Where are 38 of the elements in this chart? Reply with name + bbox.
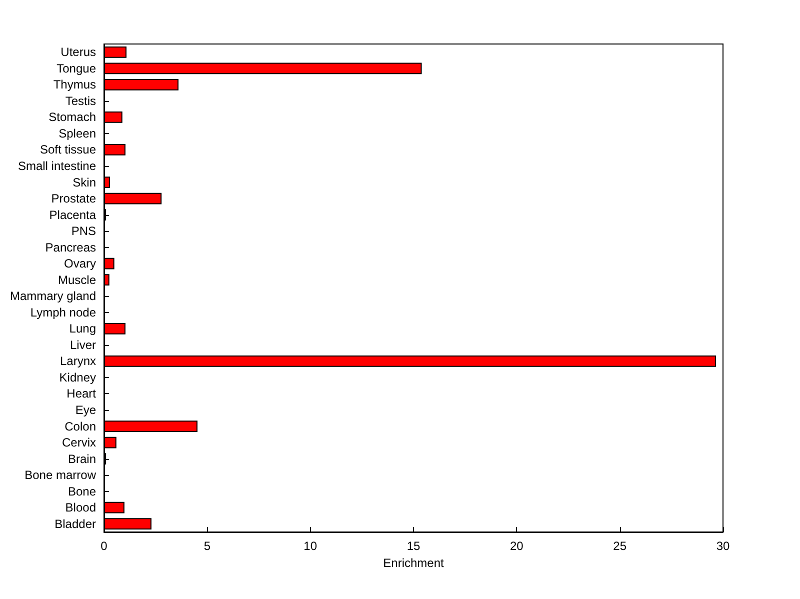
x-tick-label: 25: [613, 539, 627, 553]
y-tick-label: Muscle: [58, 272, 96, 287]
x-tick-label: 20: [510, 539, 524, 553]
y-tick-label: Soft tissue: [40, 142, 96, 157]
y-tick-label: Thymus: [53, 78, 96, 92]
y-tick-label: Bladder: [54, 516, 96, 531]
y-tick-label: Larynx: [60, 354, 96, 368]
y-tick-label: Lymph node: [30, 305, 96, 320]
x-tick-label: 5: [204, 539, 211, 553]
y-tick-label: Tongue: [56, 61, 96, 76]
y-tick-label: Placenta: [49, 208, 96, 222]
y-tick-label: Mammary gland: [10, 289, 96, 304]
x-axis-title: Enrichment: [383, 556, 445, 570]
y-tick-label: Heart: [66, 386, 97, 401]
x-tick-label: 30: [716, 539, 730, 553]
y-tick-label: Lung: [69, 322, 96, 336]
y-tick-label: Blood: [65, 500, 96, 515]
y-tick-label: Prostate: [51, 192, 96, 206]
y-tick-label: Spleen: [58, 126, 96, 140]
y-tick-label: Uterus: [60, 45, 96, 60]
y-tick-label: Liver: [70, 338, 96, 352]
y-tick-label: Bone: [68, 484, 96, 498]
y-tick-label: Small intestine: [18, 159, 96, 173]
y-tick-label: Stomach: [48, 110, 96, 124]
y-tick-label: Skin: [72, 175, 96, 190]
y-tick-label: Eye: [75, 403, 96, 417]
x-tick-label: 0: [100, 539, 108, 553]
y-tick-label: Colon: [64, 419, 96, 434]
y-tick-label: Pancreas: [45, 240, 96, 254]
x-tick-label: 10: [304, 539, 318, 553]
y-tick-label: Testis: [65, 94, 96, 108]
y-tick-label: Bone marrow: [24, 468, 96, 482]
y-tick-label: Kidney: [59, 370, 96, 384]
y-tick-label: Cervix: [62, 436, 96, 450]
y-tick-label: Brain: [68, 452, 96, 466]
x-tick-label: 15: [406, 539, 420, 553]
y-tick-label: Ovary: [64, 256, 96, 271]
y-tick-label: PNS: [71, 224, 96, 238]
